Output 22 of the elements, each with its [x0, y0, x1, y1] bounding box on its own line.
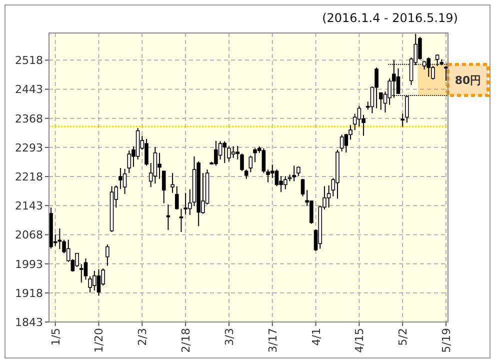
band-label: 80円 — [454, 74, 482, 87]
x-tick-label: 2/3 — [136, 328, 150, 346]
y-tick-label: 1843 — [15, 316, 43, 329]
y-tick-label: 2218 — [15, 170, 43, 184]
x-tick-label: 4/15 — [353, 328, 366, 353]
x-tick-label: 3/17 — [266, 328, 280, 353]
y-tick-label: 2068 — [15, 228, 43, 242]
y-tick-label: 2518 — [15, 54, 43, 68]
y-tick-label: 1993 — [15, 258, 43, 271]
x-tick-label: 5/2 — [396, 328, 410, 346]
y-tick-label: 2293 — [15, 141, 43, 154]
x-tick-label: 1/5 — [49, 328, 62, 346]
y-tick-label: 2143 — [15, 200, 43, 213]
y-tick-label: 1918 — [15, 286, 43, 300]
x-tick-label: 3/3 — [222, 328, 236, 346]
y-tick-label: 2443 — [15, 83, 43, 96]
x-tick-label: 4/1 — [310, 328, 323, 346]
x-tick-label: 2/18 — [180, 328, 193, 353]
chart-title: (2016.1.4 - 2016.5.19) — [322, 11, 458, 25]
x-tick-label: 5/19 — [440, 328, 453, 353]
y-tick-label: 2368 — [15, 112, 43, 126]
x-tick-label: 1/20 — [92, 328, 106, 353]
